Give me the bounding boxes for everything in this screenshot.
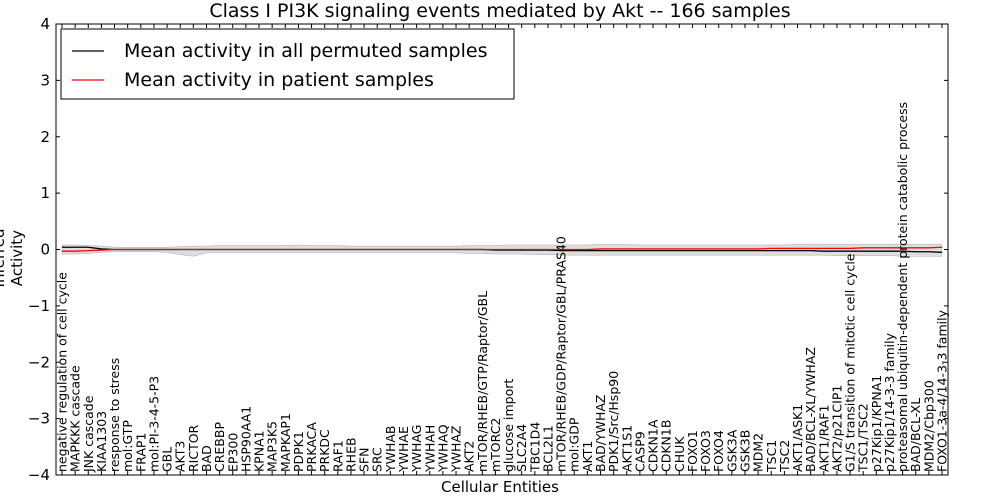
x-tick-label: GSK3A [724, 429, 739, 472]
x-tick-label: YWHAH [422, 425, 437, 473]
x-tick-label: SFN [357, 448, 372, 472]
x-tick-label: FOXO1-3a-4/14-3-3 family [935, 309, 950, 472]
x-tick-label: mTORC2 [488, 418, 503, 472]
x-tick-label: HSP90AA1 [238, 406, 253, 472]
x-tick-label: BCL2L1 [540, 425, 555, 472]
x-tick-label: PRKDC [317, 429, 332, 472]
x-tick-label: mol:GTP [120, 420, 135, 472]
x-tick-label: BAD [199, 445, 214, 472]
y-tick-label: −3 [28, 410, 50, 428]
x-tick-label: FRAP1 [133, 433, 148, 472]
x-tick-label: RHEB [343, 437, 358, 472]
x-tick-label: TBC1D4 [527, 422, 542, 473]
x-tick-label: CDKN1A [646, 419, 661, 472]
x-tick-label: proteasomal ubiquitin-dependent protein … [895, 102, 910, 472]
x-tick-label: EP300 [225, 433, 240, 472]
x-tick-label: MDM2/Cbp300 [921, 380, 936, 472]
x-tick-label: MAPKAP1 [278, 413, 293, 472]
x-tick-label: MAPKKK cascade [68, 365, 83, 472]
x-tick-label: CHUK [672, 436, 687, 472]
x-tick-label: YWHAB [383, 425, 398, 473]
x-tick-label: TSC1 [764, 440, 779, 473]
chart-title: Class I PI3K signaling events mediated b… [209, 0, 791, 22]
x-axis-label: Cellular Entities [441, 478, 559, 496]
x-tick-label: TSC1/TSC2 [856, 403, 871, 473]
patient-mean-line [62, 246, 943, 252]
y-tick-label: 1 [40, 184, 50, 202]
x-tick-label: GSK3B [737, 430, 752, 472]
x-tick-label: AKT1S1 [619, 425, 634, 472]
x-tick-label: GBL [160, 447, 175, 472]
x-tick-label: SRC [370, 447, 385, 472]
x-tick-label: BAD/BCL-XL/YWHAZ [803, 347, 818, 472]
legend-label: Mean activity in all permuted samples [124, 40, 487, 62]
x-tick-label: SLC2A4 [514, 424, 529, 472]
x-tick-label: mol:GDP [567, 417, 582, 472]
x-tick-label: KIAA1303 [94, 411, 109, 472]
x-tick-label: PDPK1 [291, 431, 306, 472]
x-tick-label: p27Kip1/14-3-3 family [882, 332, 897, 472]
x-tick-label: CREBBP [212, 422, 227, 472]
y-tick-label: 4 [40, 15, 50, 33]
x-tick-label: YWHAE [396, 426, 411, 473]
x-tick-label: AKT1/ASK1 [790, 404, 805, 472]
x-tick-label: JNK cascade [81, 395, 96, 473]
x-tick-label: CDKN1B [659, 420, 674, 472]
x-tick-label: BAD/BCL-XL [908, 398, 923, 472]
x-tick-label: YWHAZ [449, 425, 464, 473]
y-tick-label: −4 [28, 466, 50, 484]
x-tick-label: FOXO3 [698, 430, 713, 472]
x-tick-label: YWHAG [409, 425, 424, 473]
legend-label: Mean activity in patient samples [124, 69, 434, 91]
x-tick-label: response to stress [107, 358, 122, 472]
x-tick-label: FOXO1 [685, 430, 700, 472]
x-tick-label: glucose import [501, 379, 516, 472]
x-tick-label: AKT1 [580, 441, 595, 472]
x-tick-label: RICTOR [186, 424, 201, 472]
x-tick-label: FOXO4 [711, 430, 726, 472]
y-tick-label: −1 [28, 297, 50, 315]
y-tick-label: 2 [40, 128, 50, 146]
x-tick-label: AKT2/p21CIP1 [829, 385, 844, 472]
legend-box [60, 28, 515, 100]
x-tick-label: p27Kip1/KPNA1 [869, 375, 884, 472]
x-tick-label: KPNA1 [252, 430, 267, 472]
x-tick-label: MAP3K5 [265, 421, 280, 472]
x-tick-label: AKT2 [462, 441, 477, 472]
x-tick-label: YWHAQ [435, 424, 450, 473]
x-tick-label: TSC2 [777, 440, 792, 473]
y-tick-label: 0 [40, 241, 50, 259]
x-tick-label: mol:PI-3-4-5-P3 [146, 376, 161, 472]
x-tick-label: AKT3 [173, 441, 188, 472]
x-tick-label: CASP9 [632, 431, 647, 472]
y-tick-label: 3 [40, 71, 50, 89]
x-tick-label: BAD/YWHAZ [593, 395, 608, 472]
x-tick-label: AKT1/RAF1 [816, 405, 831, 472]
x-tick-label: G1/S transition of mitotic cell cycle [843, 253, 858, 472]
x-tick-label: PDK1/Src/Hsp90 [606, 371, 621, 472]
y-tick-label: −2 [28, 353, 50, 371]
x-tick-label: MDM2 [751, 433, 766, 472]
x-tick-label: mTOR/RHEB/GDP/Raptor/GBL/PRAS40 [554, 236, 569, 472]
x-tick-label: negative regulation of cell cycle [55, 272, 70, 472]
x-tick-label: mTOR/RHEB/GTP/Raptor/GBL [475, 291, 490, 472]
x-tick-label: PRKACA [304, 422, 319, 472]
x-tick-label: RAF1 [330, 440, 345, 472]
